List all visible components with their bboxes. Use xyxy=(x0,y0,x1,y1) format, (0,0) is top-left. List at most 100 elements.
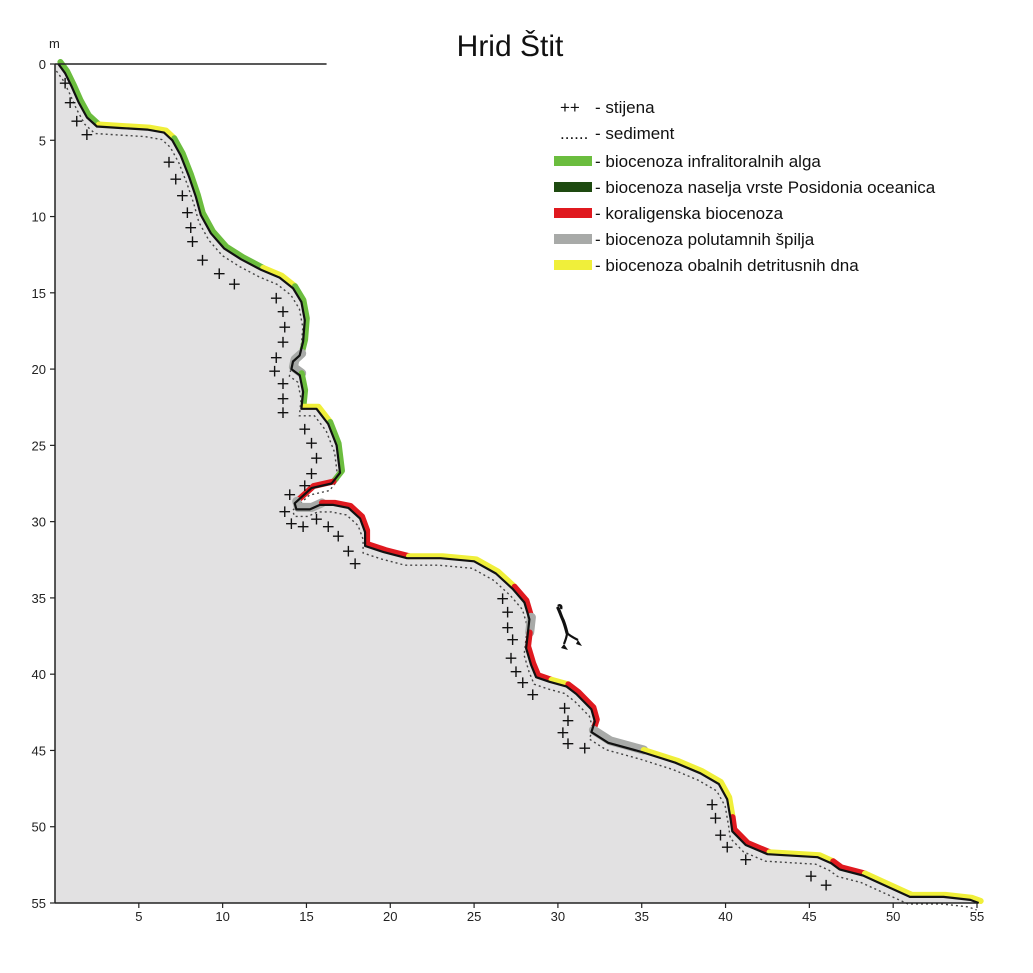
biocenosis-segment-koraligenska xyxy=(729,814,773,856)
y-tick-label: 30 xyxy=(32,515,46,530)
rock-markers: +++++++++++++++++++++++++++++++ +++++++++… xyxy=(58,73,833,895)
biocenosis-segment-koraligenska xyxy=(565,681,600,734)
rock-marker: + xyxy=(278,317,292,337)
biocenosis-segment-polutamnih_spilja xyxy=(588,725,649,755)
x-tick-label: 45 xyxy=(802,909,816,924)
rock-marker: + xyxy=(561,734,575,754)
legend-label: - biocenoza naselja vrste Posidonia ocea… xyxy=(595,178,936,197)
legend-label: - biocenoza polutamnih špilja xyxy=(595,230,815,249)
diagram-title: Hrid Štit xyxy=(457,29,564,63)
legend-item: ...... - sediment xyxy=(560,124,675,143)
rock-marker: + xyxy=(331,526,345,546)
rock-marker: + xyxy=(500,603,514,623)
rock-marker: + xyxy=(819,876,833,896)
rock-marker: + xyxy=(267,362,281,382)
rock-marker: + xyxy=(341,542,355,562)
x-axis-ticks: 5 10 15 20 25 30 35 40 45 50 55 xyxy=(135,903,984,924)
rock-marker: + xyxy=(276,389,290,409)
y-axis-unit-label: m xyxy=(49,36,60,51)
rock-marker: + xyxy=(58,73,72,93)
rock-marker: + xyxy=(304,433,318,453)
rock-marker: + xyxy=(296,517,310,537)
legend-label: - koraligenska biocenoza xyxy=(595,204,784,223)
rock-marker: + xyxy=(505,630,519,650)
rock-marker: + xyxy=(175,186,189,206)
rock-marker: + xyxy=(557,699,571,719)
y-tick-label: 5 xyxy=(39,133,46,148)
legend-item: - biocenoza obalnih detritusnih dna xyxy=(554,256,859,275)
rock-marker: + xyxy=(276,302,290,322)
diver-icon xyxy=(556,603,582,650)
rock-marker: + xyxy=(284,514,298,534)
rock-marker: + xyxy=(269,348,283,368)
x-tick-label: 10 xyxy=(215,909,229,924)
rock-marker: + xyxy=(561,711,575,731)
sediment-line xyxy=(55,70,977,911)
rock-marker: + xyxy=(516,673,530,693)
plot-area: +++++++++++++++++++++++++++++++ +++++++++… xyxy=(32,57,985,924)
legend-item: ++ - stijena xyxy=(560,98,655,117)
rock-marker: + xyxy=(309,449,323,469)
rock-marker: + xyxy=(739,850,753,870)
legend-swatch xyxy=(554,156,592,166)
rock-marker: + xyxy=(278,502,292,522)
legend-item: - biocenoza polutamnih špilja xyxy=(554,230,815,249)
x-tick-label: 40 xyxy=(718,909,732,924)
y-tick-label: 0 xyxy=(39,57,46,72)
x-tick-label: 15 xyxy=(299,909,313,924)
rock-marker: + xyxy=(713,825,727,845)
legend-swatch xyxy=(554,182,592,192)
y-tick-label: 10 xyxy=(32,210,46,225)
rock-marker: + xyxy=(504,648,518,668)
y-axis-ticks: 0 5 10 15 20 25 30 35 40 45 50 55 xyxy=(32,57,55,911)
y-tick-label: 45 xyxy=(32,743,46,758)
rock-marker: + xyxy=(304,464,318,484)
biocenosis-segment-koraligenska xyxy=(318,499,412,560)
x-tick-label: 30 xyxy=(551,909,565,924)
rock-marker: + xyxy=(276,374,290,394)
rock-marker: + xyxy=(276,333,290,353)
rock-marker: + xyxy=(63,93,77,113)
biocenosis-segment-obalnih_detritusnih_dna xyxy=(640,747,736,821)
rock-marker: + xyxy=(298,420,312,440)
rock-marker: + xyxy=(705,795,719,815)
y-tick-label: 20 xyxy=(32,362,46,377)
legend-label: - stijena xyxy=(595,98,655,117)
rock-marker: + xyxy=(298,476,312,496)
seabed-fill xyxy=(55,64,979,903)
biocenosis-segments xyxy=(57,59,984,904)
legend-swatch xyxy=(554,208,592,218)
biocenosis-segment-obalnih_detritusnih_dna xyxy=(406,553,518,590)
biocenosis-segment-obalnih_detritusnih_dna xyxy=(300,403,334,425)
legend: ++ - stijena ...... - sediment - biocenoza i… xyxy=(554,98,936,275)
biocenosis-segment-infralitoral_alga xyxy=(171,135,267,271)
legend-symbol: ++ xyxy=(560,98,580,117)
biocenosis-segment-obalnih_detritusnih_dna xyxy=(260,264,298,290)
legend-label: - biocenoza infralitoralnih alga xyxy=(595,152,821,171)
y-tick-label: 40 xyxy=(32,667,46,682)
legend-item: - koraligenska biocenoza xyxy=(554,204,784,223)
bottom-profile-line xyxy=(57,63,980,905)
rock-marker: + xyxy=(578,738,592,758)
legend-label: - sediment xyxy=(595,124,675,143)
y-tick-label: 25 xyxy=(32,438,46,453)
biocenosis-segment-infralitoral_alga xyxy=(292,283,310,357)
rock-marker: + xyxy=(80,125,94,145)
rock-marker: + xyxy=(276,403,290,423)
rock-marker: + xyxy=(509,662,523,682)
legend-swatch xyxy=(554,260,592,270)
biocenosis-segment-infralitoral_alga xyxy=(57,59,102,128)
rock-marker: + xyxy=(227,275,241,295)
biocenosis-segment-obalnih_detritusnih_dna xyxy=(862,870,984,904)
rock-marker: + xyxy=(348,554,362,574)
y-tick-label: 35 xyxy=(32,591,46,606)
rock-marker: + xyxy=(309,510,323,530)
biocenosis-segment-infralitoral_alga xyxy=(298,370,309,410)
rock-marker: + xyxy=(321,517,335,537)
biocenosis-segment-obalnih_detritusnih_dna xyxy=(95,121,178,142)
biocenosis-segment-koraligenska xyxy=(525,629,555,683)
rock-marker: + xyxy=(162,153,176,173)
legend-item: - biocenoza naselja vrste Posidonia ocea… xyxy=(554,178,936,197)
rock-marker: + xyxy=(500,618,514,638)
